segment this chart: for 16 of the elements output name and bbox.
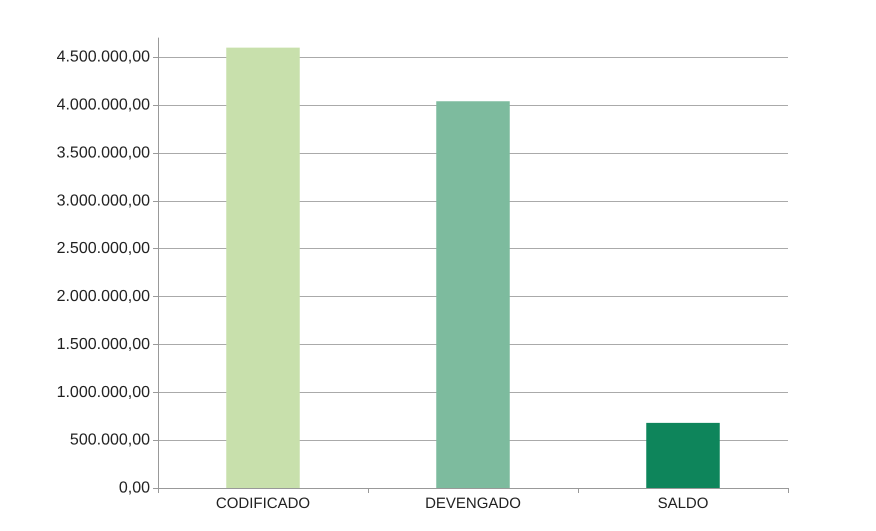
y-tick-label: 0,00 xyxy=(118,480,150,496)
x-tick-label: CODIFICADO xyxy=(216,495,310,512)
y-tick-label: 3.500.000,00 xyxy=(56,144,150,162)
y-tick-label: 1.000.000,00 xyxy=(56,384,150,401)
y-tick-label: 500.000,00 xyxy=(70,432,150,449)
x-tick-label: DEVENGADO xyxy=(425,495,521,512)
y-tick-label: 3.000.000,00 xyxy=(56,192,150,210)
bar xyxy=(226,48,300,488)
y-tick-label: 2.500.000,00 xyxy=(56,240,150,258)
y-tick-label: 4.000.000,00 xyxy=(56,96,150,114)
y-tick-label: 1.500.000,00 xyxy=(56,336,150,353)
bar xyxy=(436,101,510,488)
bar xyxy=(646,422,720,488)
x-tick-label: SALDO xyxy=(658,495,708,512)
y-tick-label: 2.000.000,00 xyxy=(56,288,150,306)
y-tick-label: 4.500.000,00 xyxy=(56,48,150,66)
